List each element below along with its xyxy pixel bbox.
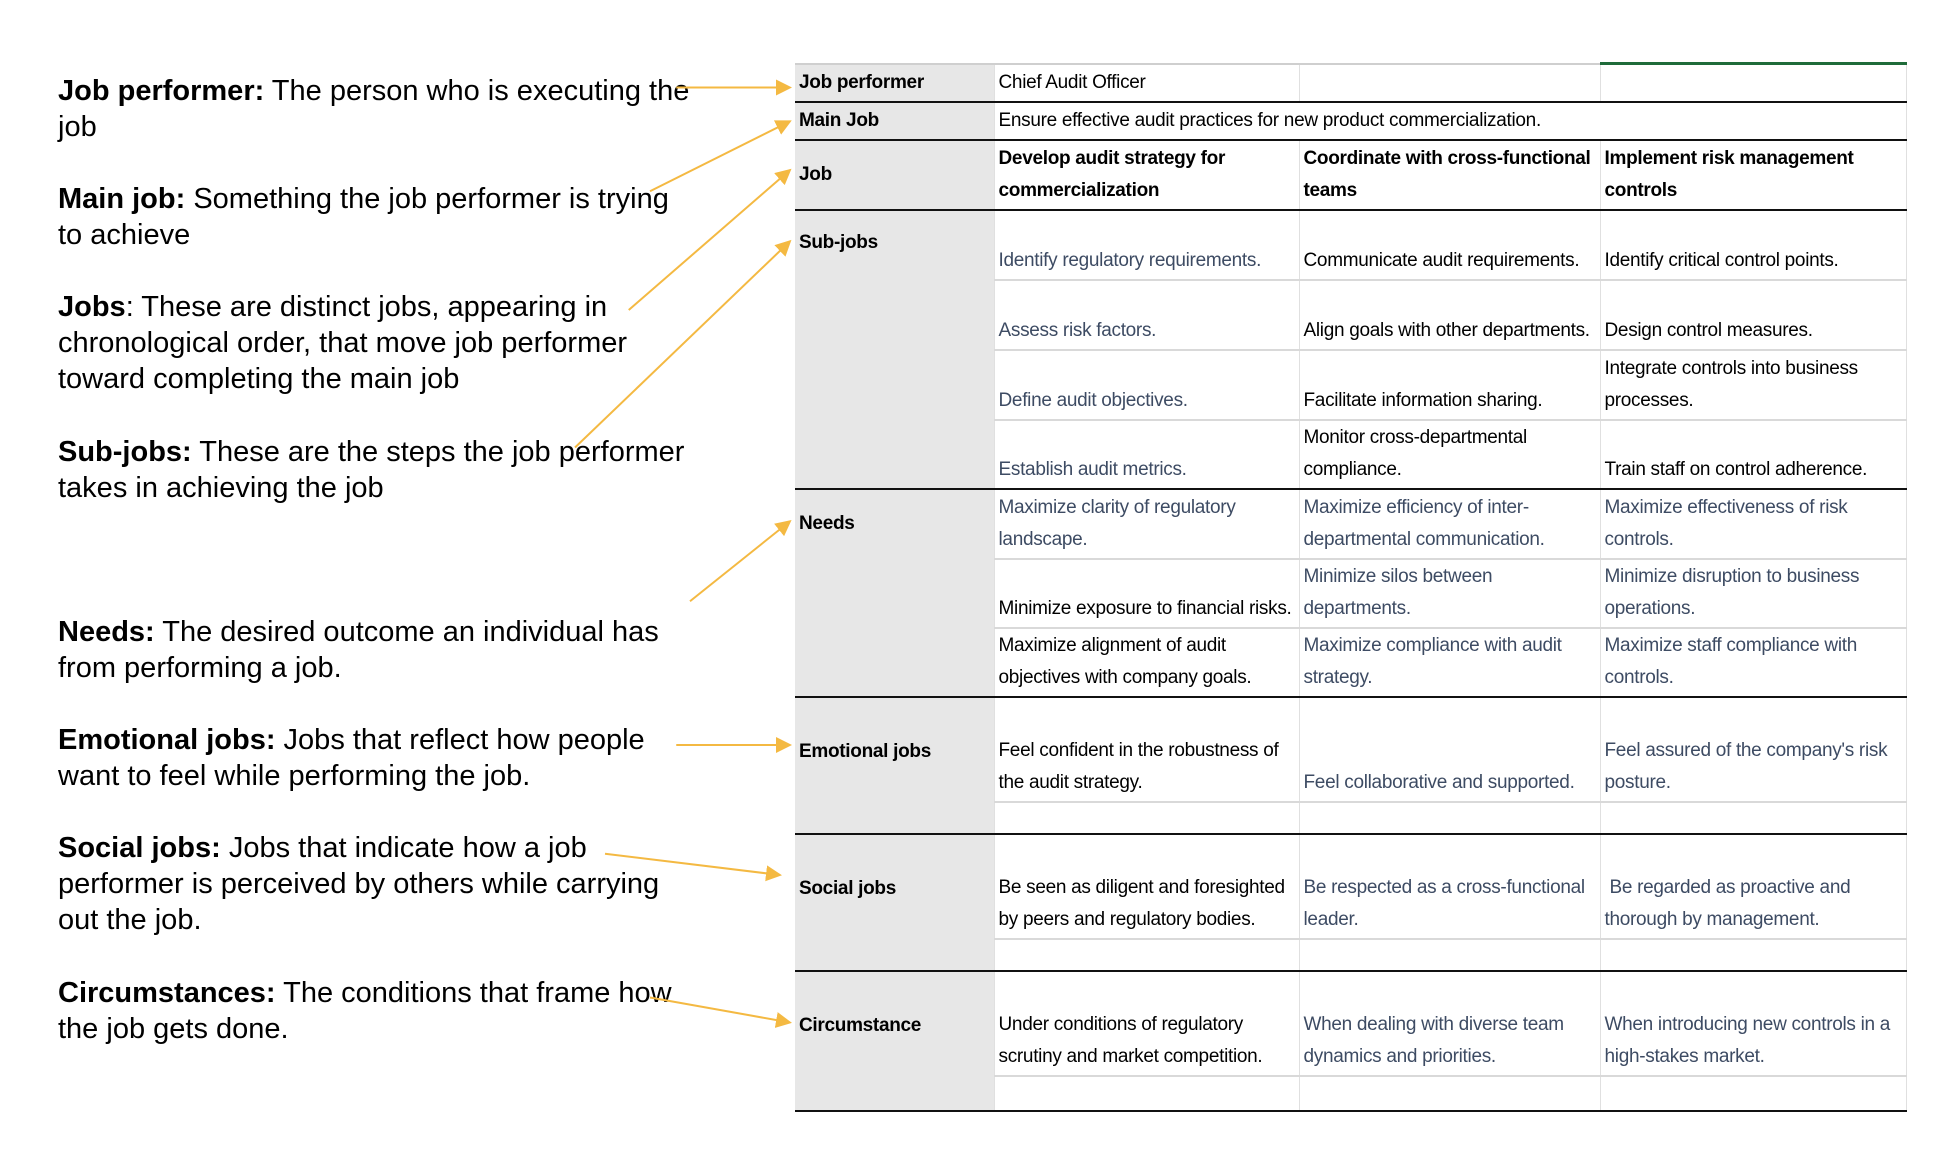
annotation-sub-jobs: Sub-jobs: These are the steps the job pe… <box>58 434 698 506</box>
sub-job-cell: Integrate controls into business process… <box>1600 349 1907 421</box>
term: Job performer: <box>58 75 265 107</box>
annotation-circumstances: Circumstances: The conditions that frame… <box>58 975 698 1047</box>
annotation-emotional-jobs: Emotional jobs: Jobs that reflect how pe… <box>58 722 698 794</box>
need-cell: Maximize compliance with audit strategy. <box>1299 627 1601 698</box>
empty-cell <box>1600 938 1907 972</box>
empty-cell <box>1299 1075 1601 1112</box>
emotional-job-cell: Feel assured of the company's risk postu… <box>1600 696 1907 803</box>
empty-cell <box>1299 801 1601 835</box>
annotation-jobs: Jobs: These are distinct jobs, appearing… <box>58 289 698 397</box>
need-cell: Maximize staff compliance with controls. <box>1600 627 1907 698</box>
job-cell: Implement risk management controls <box>1600 139 1907 211</box>
arrow-needs <box>689 520 792 603</box>
empty-cell <box>994 938 1300 972</box>
circumstance-cell: Under conditions of regulatory scrutiny … <box>994 970 1300 1077</box>
arrow-main-job <box>649 120 792 193</box>
sub-job-cell: Align goals with other departments. <box>1299 279 1601 351</box>
selected-cell[interactable] <box>1600 62 1907 103</box>
need-cell: Maximize efficiency of inter-departmenta… <box>1299 488 1601 560</box>
job-performer-value: Chief Audit Officer <box>994 62 1300 103</box>
label-needs: Needs <box>795 488 995 698</box>
term: Main job: <box>58 183 186 215</box>
term: Circumstances: <box>58 977 276 1009</box>
label-main-job: Main Job <box>795 101 995 141</box>
desc: Jobs that indicate how a job performer i… <box>58 832 660 936</box>
sub-job-cell: Facilitate information sharing. <box>1299 349 1601 421</box>
social-job-cell: Be regarded as proactive and thorough by… <box>1600 833 1907 940</box>
empty-cell <box>994 801 1300 835</box>
need-cell: Maximize alignment of audit objectives w… <box>994 627 1300 698</box>
need-cell: Minimize silos between departments. <box>1299 558 1601 629</box>
desc: Something the job performer is trying to… <box>58 183 669 251</box>
desc: : These are distinct jobs, appearing in … <box>58 291 628 395</box>
desc: Jobs that reflect how people want to fee… <box>58 724 645 792</box>
desc: The desired outcome an individual has fr… <box>58 616 659 684</box>
label-job-performer: Job performer <box>795 62 995 103</box>
need-cell: Minimize disruption to business operatio… <box>1600 558 1907 629</box>
term: Jobs <box>58 291 126 323</box>
circumstance-cell: When dealing with diverse team dynamics … <box>1299 970 1601 1077</box>
empty-cell <box>1299 62 1601 103</box>
term: Emotional jobs: <box>58 724 276 756</box>
need-cell: Minimize exposure to financial risks. <box>994 558 1300 629</box>
sub-job-cell: Identify critical control points. <box>1600 209 1907 281</box>
sub-job-cell: Communicate audit requirements. <box>1299 209 1601 281</box>
annotation-job-performer: Job performer: The person who is executi… <box>58 73 698 145</box>
sub-job-cell: Train staff on control adherence. <box>1600 419 1907 490</box>
sub-job-cell: Design control measures. <box>1600 279 1907 351</box>
empty-cell <box>1600 801 1907 835</box>
social-job-cell: Be respected as a cross-functional leade… <box>1299 833 1601 940</box>
term: Social jobs: <box>58 832 221 864</box>
label-circumstance: Circumstance <box>795 970 995 1112</box>
sub-job-cell: Monitor cross-departmental compliance. <box>1299 419 1601 490</box>
desc: These are the steps the job performer ta… <box>58 436 685 504</box>
empty-cell <box>1299 938 1601 972</box>
annotation-needs: Needs: The desired outcome an individual… <box>58 614 698 686</box>
social-job-cell: Be seen as diligent and foresighted by p… <box>994 833 1300 940</box>
label-sub-jobs: Sub-jobs <box>795 209 995 490</box>
arrow-jobs <box>628 168 792 311</box>
empty-cell <box>994 1075 1300 1112</box>
desc: The conditions that frame how the job ge… <box>58 977 672 1045</box>
need-cell: Maximize clarity of regulatory landscape… <box>994 488 1300 560</box>
job-cell: Develop audit strategy for commercializa… <box>994 139 1300 211</box>
label-job: Job <box>795 139 995 211</box>
arrow-social-jobs <box>604 852 782 882</box>
arrow-circumstances <box>649 996 792 1028</box>
job-cell: Coordinate with cross-functional teams <box>1299 139 1601 211</box>
desc: The person who is executing the job <box>58 75 690 143</box>
empty-cell <box>1600 1075 1907 1112</box>
main-job-value: Ensure effective audit practices for new… <box>994 101 1907 141</box>
emotional-job-cell: Feel collaborative and supported. <box>1299 696 1601 803</box>
jtbd-table: Job performer Chief Audit Officer Main J… <box>795 62 1907 1112</box>
label-social-jobs: Social jobs <box>795 833 995 972</box>
annotation-social-jobs: Social jobs: Jobs that indicate how a jo… <box>58 830 698 938</box>
annotation-main-job: Main job: Something the job performer is… <box>58 181 698 253</box>
term: Sub-jobs: <box>58 436 192 468</box>
need-cell: Maximize effectiveness of risk controls. <box>1600 488 1907 560</box>
sub-job-cell: Assess risk factors. <box>994 279 1300 351</box>
sub-job-cell: Establish audit metrics. <box>994 419 1300 490</box>
sub-job-cell: Define audit objectives. <box>994 349 1300 421</box>
label-emotional-jobs: Emotional jobs <box>795 696 995 835</box>
sub-job-cell: Identify regulatory requirements. <box>994 209 1300 281</box>
term: Needs: <box>58 616 155 648</box>
emotional-job-cell: Feel confident in the robustness of the … <box>994 696 1300 803</box>
circumstance-cell: When introducing new controls in a high-… <box>1600 970 1907 1077</box>
arrow-sub-jobs <box>574 239 792 449</box>
